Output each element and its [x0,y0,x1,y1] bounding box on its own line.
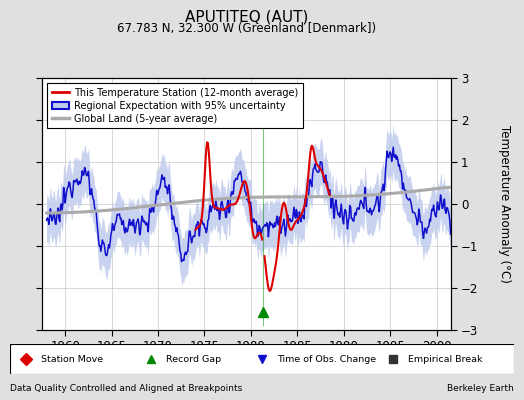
Text: Station Move: Station Move [41,354,103,364]
Text: Record Gap: Record Gap [167,354,222,364]
Y-axis label: Temperature Anomaly (°C): Temperature Anomaly (°C) [498,125,511,283]
Legend: This Temperature Station (12-month average), Regional Expectation with 95% uncer: This Temperature Station (12-month avera… [47,83,303,128]
Text: APUTITEQ (AUT): APUTITEQ (AUT) [184,10,308,25]
Text: Time of Obs. Change: Time of Obs. Change [277,354,376,364]
Text: Empirical Break: Empirical Break [408,354,483,364]
Text: Data Quality Controlled and Aligned at Breakpoints: Data Quality Controlled and Aligned at B… [10,384,243,393]
FancyBboxPatch shape [10,344,514,374]
Text: Berkeley Earth: Berkeley Earth [447,384,514,393]
Text: 67.783 N, 32.300 W (Greenland [Denmark]): 67.783 N, 32.300 W (Greenland [Denmark]) [117,22,376,35]
